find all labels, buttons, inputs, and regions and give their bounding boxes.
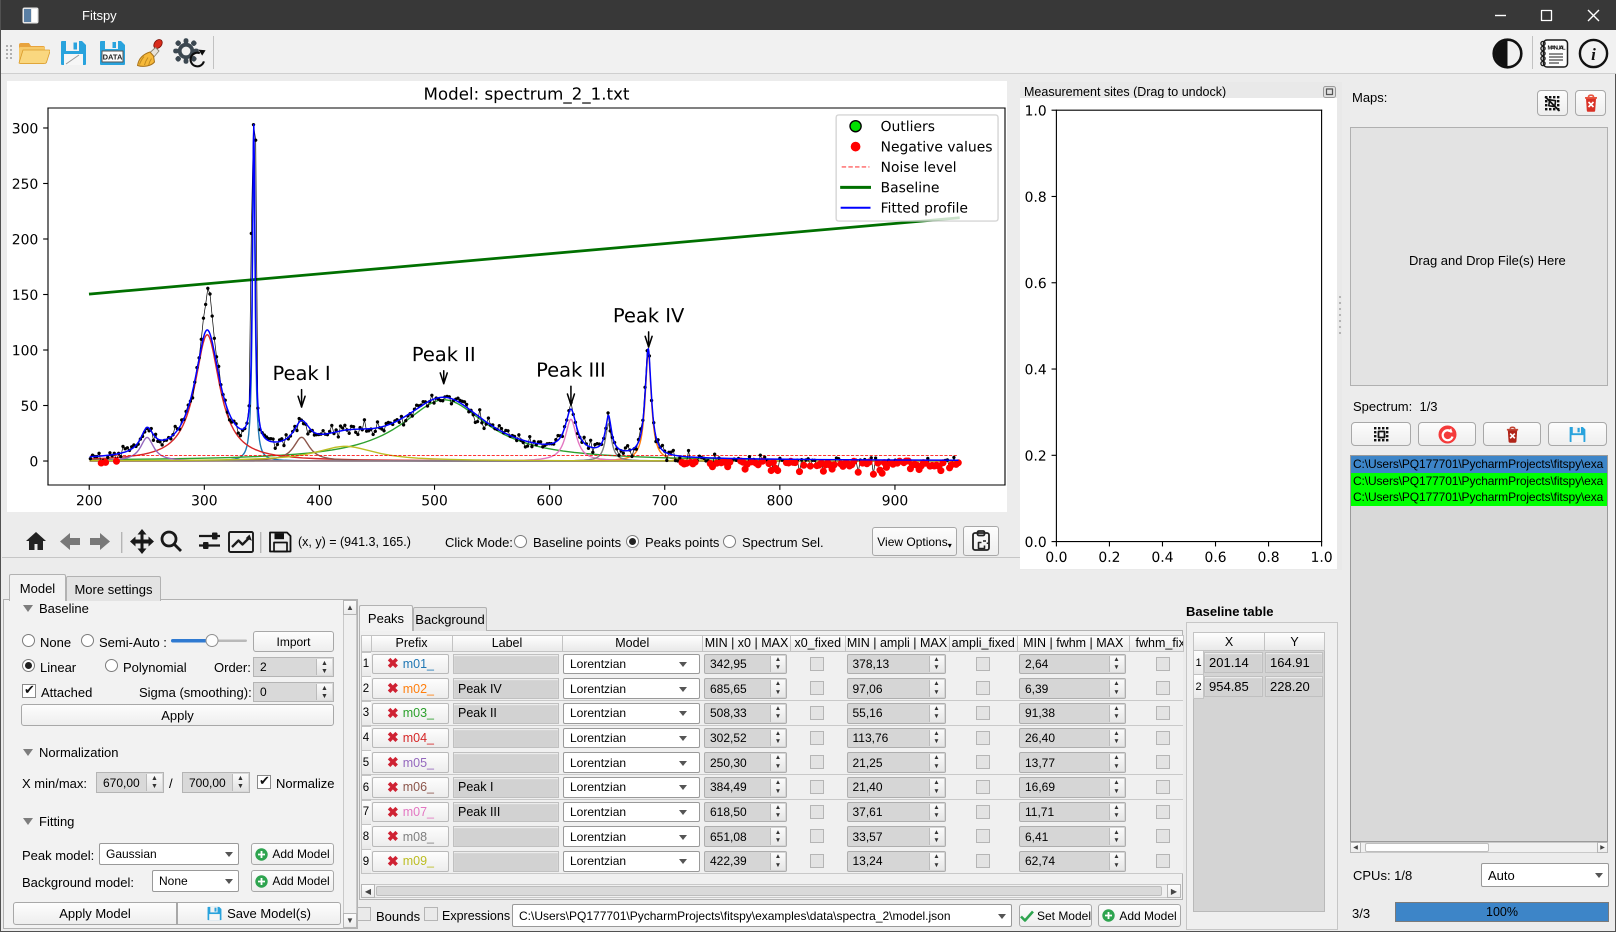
svg-text:MANUAL: MANUAL xyxy=(1548,46,1566,52)
svg-text:i: i xyxy=(1591,45,1596,64)
svg-text:DATA: DATA xyxy=(103,53,123,62)
